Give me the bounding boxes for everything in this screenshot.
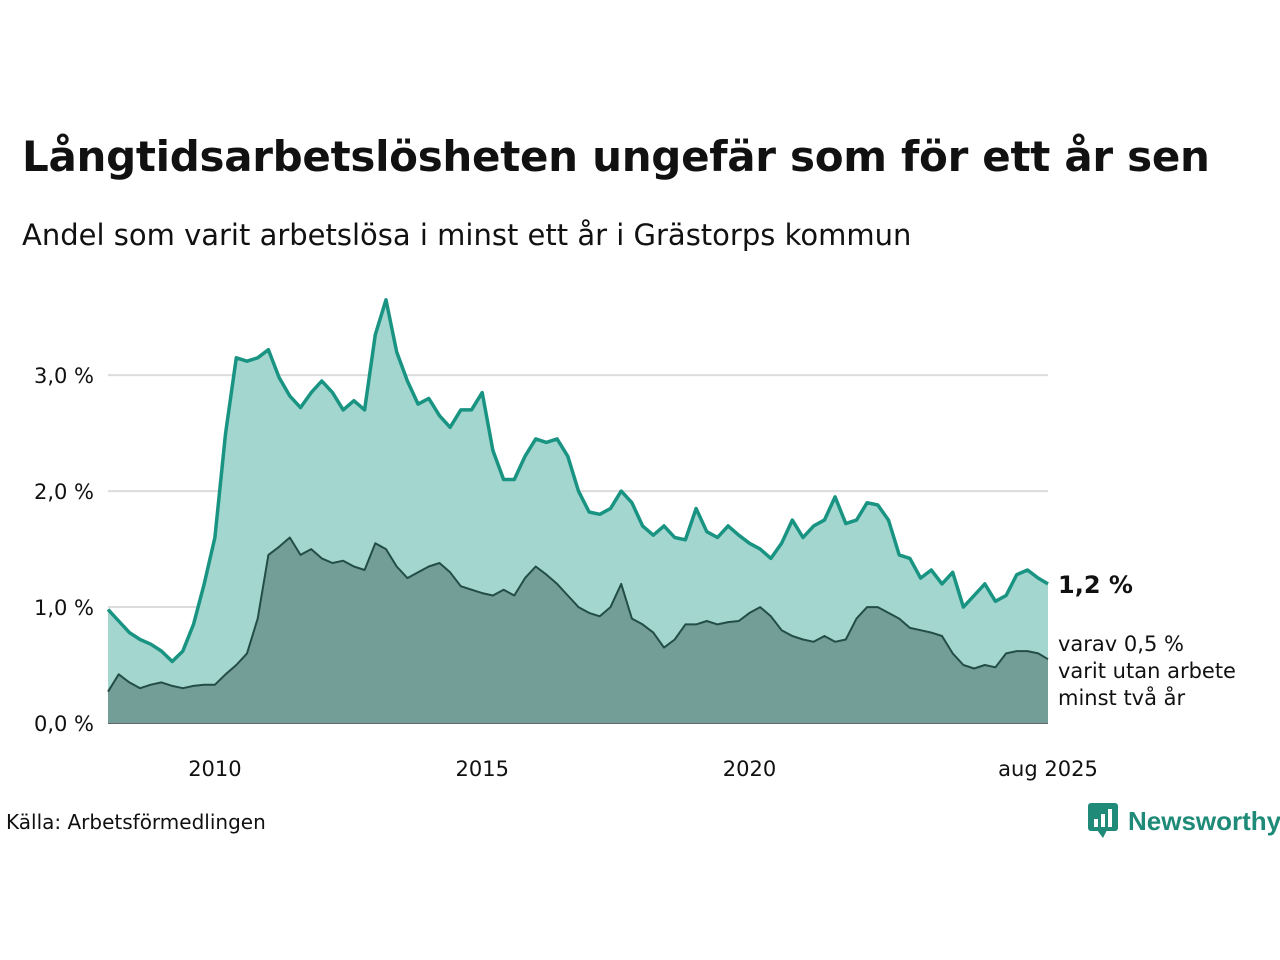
end-label-longterm-line: varav 0,5 % xyxy=(1058,632,1184,656)
y-tick-label: 0,0 % xyxy=(34,712,94,736)
y-tick-label: 1,0 % xyxy=(34,596,94,620)
y-tick-label: 3,0 % xyxy=(34,364,94,388)
x-axis: 2010 2015 2020 aug 2025 xyxy=(188,757,1098,781)
bar-chart-speech-bubble-icon xyxy=(1088,803,1118,838)
end-label-total: 1,2 % xyxy=(1058,571,1133,599)
series-line-longterm xyxy=(107,536,1049,693)
chart-title: Långtidsarbetslösheten ungefär som för e… xyxy=(22,132,1210,181)
x-tick-label: 2015 xyxy=(455,757,508,781)
end-label-longterm-line: varit utan arbete xyxy=(1058,659,1236,683)
x-tick-label: aug 2025 xyxy=(998,757,1098,781)
chart-subtitle: Andel som varit arbetslösa i minst ett å… xyxy=(22,218,912,252)
y-axis: 0,0 % 1,0 % 2,0 % 3,0 % xyxy=(34,364,94,736)
y-tick-label: 2,0 % xyxy=(34,480,94,504)
series-area-longterm xyxy=(108,537,1048,723)
series-line-total xyxy=(106,298,1049,664)
x-tick-label: 2010 xyxy=(188,757,241,781)
end-label-longterm-line: minst två år xyxy=(1058,685,1186,710)
brand-name: Newsworthy xyxy=(1128,805,1280,836)
x-tick-label: 2020 xyxy=(723,757,776,781)
source-note: Källa: Arbetsförmedlingen xyxy=(6,810,266,834)
chart-areas xyxy=(106,298,1049,723)
brand-logo[interactable]: Newsworthy xyxy=(1088,803,1280,839)
